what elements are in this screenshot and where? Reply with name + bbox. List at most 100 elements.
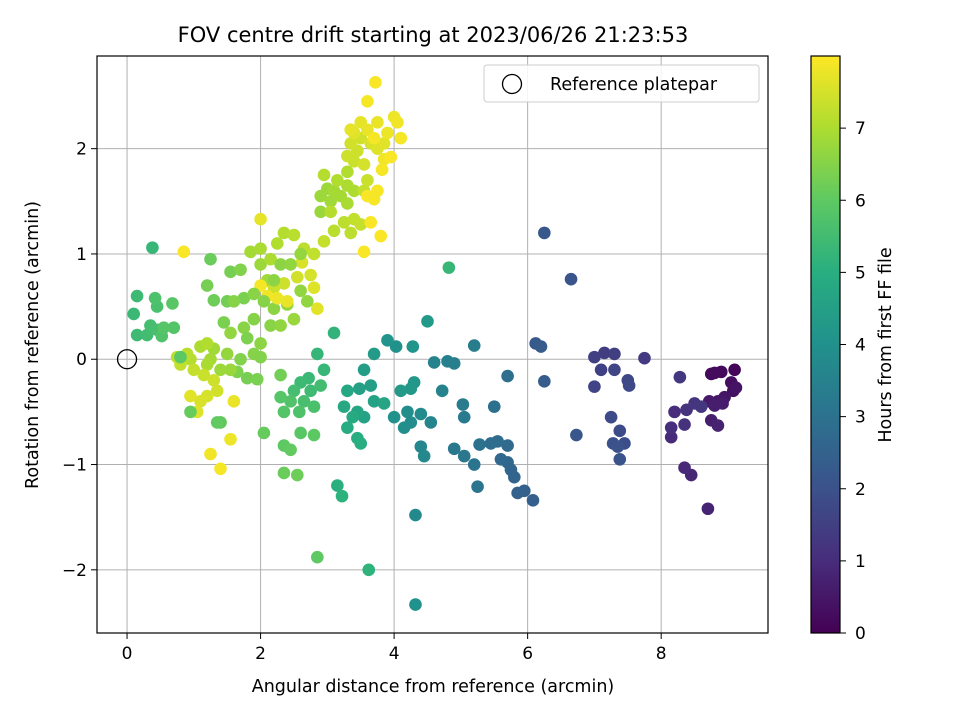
data-point	[367, 347, 381, 361]
data-point	[277, 466, 291, 480]
data-point	[264, 319, 277, 332]
data-point	[361, 123, 374, 137]
data-point	[337, 216, 351, 229]
data-point	[254, 279, 267, 292]
data-point	[257, 295, 271, 308]
data-point	[274, 319, 287, 332]
data-point	[364, 216, 378, 229]
data-point	[357, 245, 371, 259]
data-point	[594, 363, 608, 377]
data-point	[220, 347, 234, 361]
data-point	[664, 430, 678, 444]
data-point	[277, 405, 291, 419]
data-point	[314, 205, 327, 219]
data-point	[200, 337, 214, 350]
x-tick-label: 8	[656, 644, 667, 664]
colorbar-tick-label: 7	[855, 119, 866, 139]
data-point	[694, 400, 708, 413]
data-point	[357, 158, 371, 171]
data-point	[166, 297, 179, 310]
data-point	[284, 443, 297, 457]
data-point	[526, 494, 540, 507]
data-point	[604, 410, 618, 424]
data-point	[341, 197, 354, 210]
data-point	[197, 368, 211, 382]
data-point	[424, 416, 438, 429]
data-point	[184, 389, 197, 403]
data-point	[588, 350, 601, 364]
data-point	[664, 421, 678, 434]
data-point	[290, 270, 304, 284]
data-point	[327, 326, 341, 340]
data-point	[194, 395, 207, 408]
x-axis-ticks: 0 2 4 6 8	[122, 633, 667, 664]
data-point	[441, 355, 454, 368]
data-point	[387, 410, 401, 424]
data-point	[284, 395, 297, 408]
data-point	[294, 247, 307, 261]
data-point	[406, 340, 420, 353]
data-point	[204, 252, 217, 266]
data-point	[538, 226, 551, 240]
data-point	[538, 375, 551, 388]
data-point	[501, 369, 514, 383]
data-point	[414, 440, 428, 453]
colorbar-tick-label: 2	[855, 480, 866, 500]
data-point	[224, 432, 237, 446]
data-point	[417, 449, 431, 463]
data-point	[324, 195, 337, 208]
data-point	[447, 442, 461, 456]
reference-marker	[116, 349, 138, 370]
data-point	[324, 205, 337, 219]
data-point	[301, 295, 314, 308]
colorbar-tick-label: 5	[855, 263, 866, 283]
data-point	[728, 363, 741, 377]
data-point	[177, 245, 191, 259]
data-point	[140, 328, 154, 342]
data-point	[274, 390, 287, 404]
data-point	[254, 337, 267, 350]
data-point	[377, 137, 391, 150]
data-point	[341, 149, 354, 163]
data-point	[244, 245, 257, 259]
data-point	[361, 173, 374, 187]
y-tick-label: −1	[62, 456, 87, 476]
colorbar-gradient	[810, 55, 841, 634]
data-point	[570, 428, 583, 442]
data-point	[377, 397, 391, 410]
data-point	[598, 346, 611, 360]
data-point	[354, 437, 368, 450]
data-point	[307, 400, 321, 413]
data-point	[267, 273, 281, 287]
data-point	[354, 218, 368, 231]
data-point	[267, 302, 281, 316]
data-point	[200, 358, 214, 371]
data-point	[311, 302, 324, 316]
data-point	[331, 173, 344, 187]
colorbar-tick-label: 6	[855, 191, 866, 211]
data-point	[200, 279, 214, 292]
data-point	[174, 350, 187, 364]
data-point	[311, 550, 324, 564]
data-point	[237, 291, 251, 305]
data-point	[397, 421, 411, 434]
reference-point	[116, 349, 138, 370]
data-points	[127, 76, 743, 611]
data-point	[224, 326, 237, 340]
data-point	[240, 331, 254, 345]
data-point	[341, 179, 354, 192]
data-point	[335, 489, 349, 503]
data-point	[494, 452, 508, 466]
data-point	[224, 363, 237, 377]
data-point	[227, 395, 241, 408]
data-point	[287, 384, 301, 398]
data-point	[311, 347, 324, 361]
colorbar-tick-label: 3	[855, 408, 866, 428]
y-tick-label: −2	[62, 561, 87, 581]
data-point	[421, 315, 434, 328]
data-point	[708, 366, 721, 380]
data-point	[381, 333, 394, 347]
data-point	[130, 289, 144, 303]
x-tick-label: 6	[522, 644, 533, 664]
data-point	[708, 399, 721, 412]
